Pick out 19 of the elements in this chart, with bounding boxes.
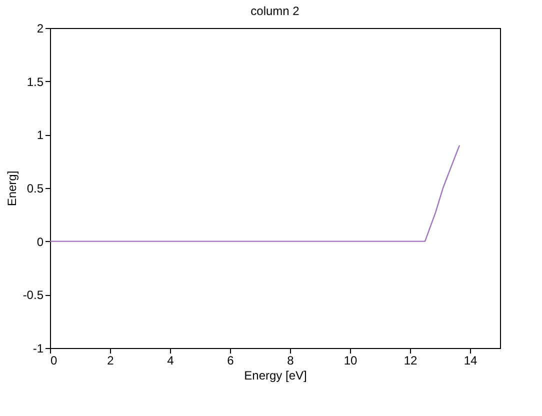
x-tick-label: 2	[107, 354, 114, 368]
x-tick-label: 4	[167, 354, 174, 368]
x-tick-label: 8	[287, 354, 294, 368]
y-tick-label: -0.5	[22, 288, 44, 302]
y-tick-label: 0	[36, 234, 44, 249]
y-tick-label: 1.5	[26, 74, 44, 89]
line-series	[49, 144, 460, 242]
y-tick-label: 1	[36, 128, 44, 142]
chart-title: column 2	[250, 4, 300, 18]
y-tick-label: 0.5	[26, 182, 44, 196]
y-tick-label: -1	[32, 342, 44, 356]
x-tick-label: 0	[50, 354, 58, 368]
x-tick-label: 10	[344, 354, 358, 368]
x-tick-label: 6	[227, 354, 234, 368]
y-axis-title: Energ]	[4, 170, 19, 206]
x-axis-title: Energy [eV]	[244, 368, 307, 382]
x-tick-label: 14	[464, 354, 478, 368]
x-tick-label: 12	[404, 354, 418, 368]
y-tick-label: 2	[36, 22, 44, 36]
